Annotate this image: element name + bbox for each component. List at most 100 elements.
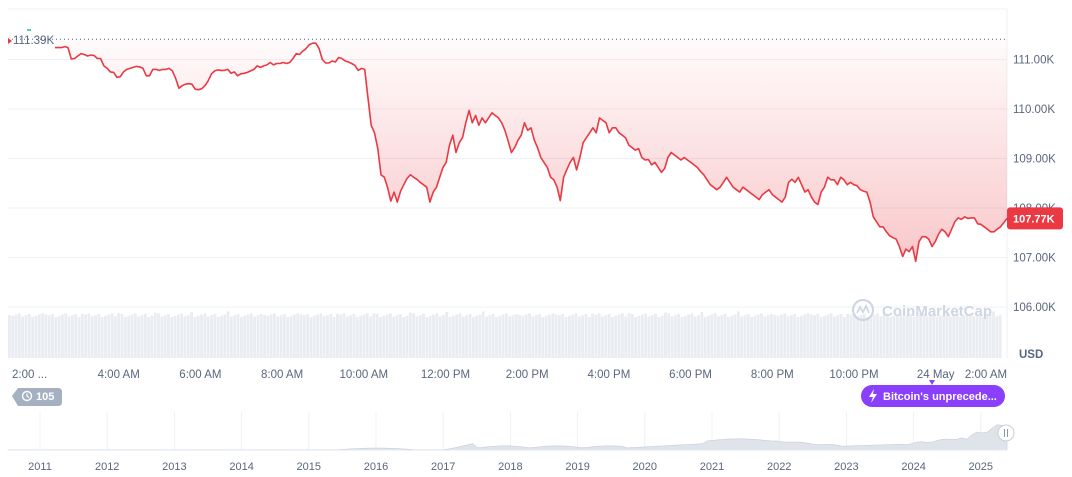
volume-bar <box>541 317 545 358</box>
volume-bar <box>375 314 379 358</box>
volume-bar <box>508 316 512 358</box>
volume-bar <box>306 314 310 358</box>
volume-bar <box>190 312 194 358</box>
volume-bar <box>186 315 190 358</box>
volume-bar <box>703 317 707 358</box>
volume-bar <box>693 316 697 358</box>
volume-bar <box>442 315 445 358</box>
navigator[interactable]: 2011 2012 2013 2014 2015 2016 2017 2018 2019 2020… <box>7 412 1015 473</box>
price-area-fill <box>55 39 1007 262</box>
news-badge[interactable]: Bitcoin's unprecede... <box>861 380 1005 407</box>
volume-bar <box>548 314 551 358</box>
volume-bar <box>210 315 213 358</box>
price-line[interactable] <box>55 42 1008 263</box>
volume-bar <box>336 313 339 358</box>
volume-bar <box>114 316 117 358</box>
volume-bar <box>193 317 197 358</box>
volume-bar <box>922 313 926 358</box>
volume-bar <box>720 315 724 358</box>
volume-bar <box>355 317 359 358</box>
volume-bar <box>127 315 131 358</box>
volume-bar <box>435 313 439 358</box>
volume-bar <box>992 311 995 358</box>
volume-bar <box>770 314 773 358</box>
volume-bar <box>147 317 150 358</box>
volume-bar <box>948 316 952 358</box>
volume-bar <box>829 313 833 358</box>
x-tick-label: 8:00 AM <box>261 369 303 381</box>
volume-bar <box>597 313 601 358</box>
volume-bar <box>773 315 777 358</box>
volume-bar <box>84 314 88 358</box>
volume-bar <box>723 314 727 358</box>
volume-bar <box>14 314 18 358</box>
volume-bar <box>650 315 654 358</box>
volume-bar <box>233 315 237 358</box>
volume-bar <box>322 316 326 358</box>
events-badge[interactable]: 105 <box>12 388 62 406</box>
navigator-handle[interactable] <box>997 424 1015 442</box>
volume-bar <box>558 315 561 358</box>
volume-bar <box>432 314 435 358</box>
volume-bar <box>627 313 631 358</box>
x-tick-label: 8:00 PM <box>751 369 794 381</box>
volume-bar <box>925 316 929 358</box>
volume-bar <box>369 316 372 358</box>
volume-bar <box>644 313 647 358</box>
volume-bar <box>995 316 999 358</box>
volume-bar <box>44 314 48 358</box>
volume-bar <box>203 313 207 358</box>
volume-bar <box>664 312 667 358</box>
volume-bar <box>339 314 343 358</box>
volume-bar <box>150 315 154 358</box>
volume-bar <box>451 315 455 358</box>
y-tick-label: 111.00K <box>1013 55 1054 67</box>
volume-bar <box>700 312 704 358</box>
volume-bar <box>372 313 376 358</box>
volume-bar <box>100 317 104 358</box>
volume-bar <box>859 315 863 358</box>
x-tick-label: 2:00 AM <box>965 369 1007 381</box>
navigator-year-label: 2014 <box>229 461 253 473</box>
volume-bar <box>279 315 283 358</box>
volume-bar <box>24 315 28 358</box>
x-tick-label: 4:00 PM <box>587 369 630 381</box>
volume-bar <box>912 317 916 358</box>
volume-bar <box>746 314 750 358</box>
volume-bar <box>634 317 638 358</box>
current-price-badge: 107.77K <box>1007 207 1063 230</box>
volume-bar <box>405 315 409 358</box>
volume-bar <box>577 316 581 358</box>
volume-bar <box>763 316 767 358</box>
volume-bar <box>726 317 730 358</box>
volume-bar <box>766 315 770 358</box>
volume-bar <box>176 314 180 358</box>
volume-bar <box>985 315 989 358</box>
volume-bar <box>180 313 184 358</box>
volume-bar <box>21 316 25 358</box>
volume-bar <box>819 317 823 358</box>
volume-bar <box>349 315 353 358</box>
volume-bar <box>988 314 992 358</box>
volume-bar <box>544 315 548 358</box>
history-icon <box>21 390 33 402</box>
volume-bar <box>902 316 906 358</box>
volume-bar <box>8 315 11 358</box>
volume-bar <box>97 314 101 358</box>
volume-bar <box>581 315 585 358</box>
volume-bar <box>683 315 687 358</box>
volume-bar <box>899 313 903 358</box>
events-count: 105 <box>36 391 54 403</box>
volume-bar <box>408 312 412 358</box>
news-headline: Bitcoin's unprecede... <box>883 391 997 403</box>
volume-bar <box>750 317 753 358</box>
volume-bar <box>302 315 306 358</box>
volume-bar <box>962 315 966 358</box>
volume-bar <box>524 314 528 358</box>
volume-bar <box>939 315 942 358</box>
volume-bar <box>789 315 793 358</box>
volume-bar <box>637 315 641 358</box>
volume-bar <box>978 314 982 358</box>
volume-bar <box>415 316 419 358</box>
